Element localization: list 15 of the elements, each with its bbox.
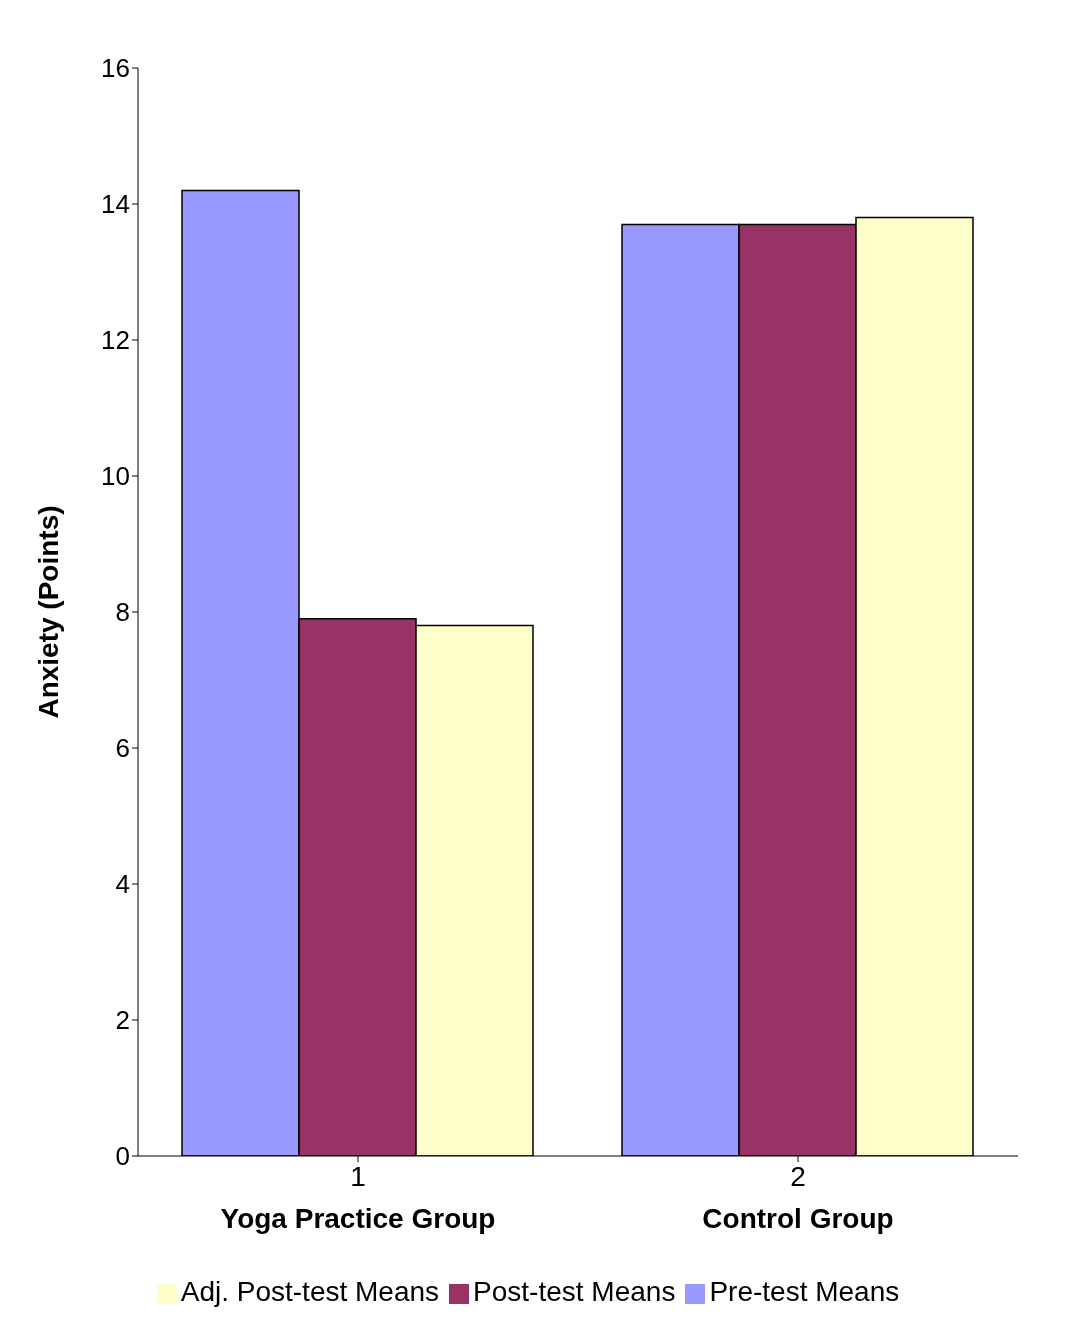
y-tick-label: 0 [115,1141,130,1172]
y-tick-label: 14 [101,189,130,220]
legend-label: Pre-test Means [709,1276,900,1307]
y-tick-label: 16 [101,53,130,84]
y-tick-label: 12 [101,325,130,356]
y-tick-label: 8 [115,597,130,628]
legend-label: Post-test Means [473,1276,676,1307]
x-tick-label: 1 Yoga Practice Group [220,1161,496,1234]
legend-label: Adj. Post-test Means [180,1276,440,1307]
x-tick-label: 2 Control Group [702,1161,894,1234]
y-axis-title: Anxiety (Points) [32,505,64,719]
y-tick-label: 6 [115,733,130,764]
y-tick-label: 2 [115,1005,130,1036]
y-tick-label: 4 [115,869,130,900]
y-tick-label: 10 [101,461,130,492]
